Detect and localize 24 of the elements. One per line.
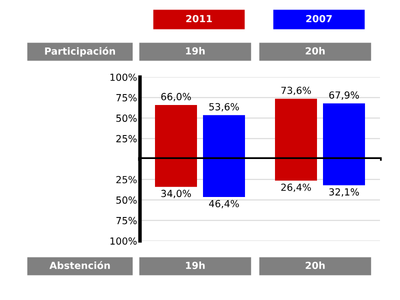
y-tick-label: 75% [116, 94, 137, 102]
y-tick-label: 100% [110, 74, 137, 81]
data-label: 34,0% [161, 190, 191, 198]
text: Participación [45, 46, 115, 57]
x-tick-label: 19h [186, 262, 205, 270]
y-tick-label: 75% [116, 216, 137, 224]
y-tick-label: 25% [116, 135, 137, 142]
data-label: 26,4% [281, 184, 311, 192]
y-tick-label: 100% [110, 237, 137, 245]
x-tick-label: 19h [186, 47, 205, 55]
y-tick-label: 25% [116, 176, 137, 184]
data-label: 46,4% [209, 200, 239, 208]
x-tick-label: 20h [306, 262, 325, 270]
data-label: 66,0% [161, 92, 191, 102]
data-label: 67,9% [329, 91, 359, 100]
text: Abstención [49, 261, 110, 270]
y-tick-label: 50% [116, 196, 137, 204]
x-tick-label: 20h [306, 47, 325, 55]
y-tick-label: 50% [116, 114, 137, 122]
data-label: 32,1% [329, 188, 359, 197]
text: 2011 [186, 14, 212, 22]
data-label: 53,6% [209, 103, 239, 112]
data-label: 73,6% [281, 86, 311, 96]
text: 2007 [306, 14, 332, 22]
